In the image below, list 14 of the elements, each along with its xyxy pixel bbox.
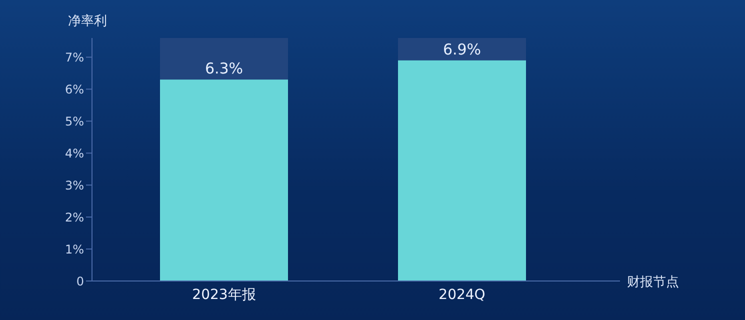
x-axis-title: 财报节点 <box>627 274 679 291</box>
y-tick-label: 3% <box>64 178 84 192</box>
x-tick-label: 2024Q <box>438 286 486 303</box>
y-tick-label: 2% <box>64 210 84 224</box>
y-tick-label: 4% <box>64 146 84 160</box>
data-label: 6.9% <box>442 40 482 58</box>
x-tick-label: 2023年报 <box>192 286 256 303</box>
y-tick-label: 6% <box>64 82 84 96</box>
y-tick-label: 1% <box>64 242 84 256</box>
y-axis-title: 净率利 <box>68 13 107 30</box>
y-tick-label: 0 <box>76 274 84 288</box>
data-label: 6.3% <box>204 60 244 78</box>
y-tick-label: 7% <box>64 50 84 64</box>
y-tick-label: 5% <box>64 114 84 128</box>
